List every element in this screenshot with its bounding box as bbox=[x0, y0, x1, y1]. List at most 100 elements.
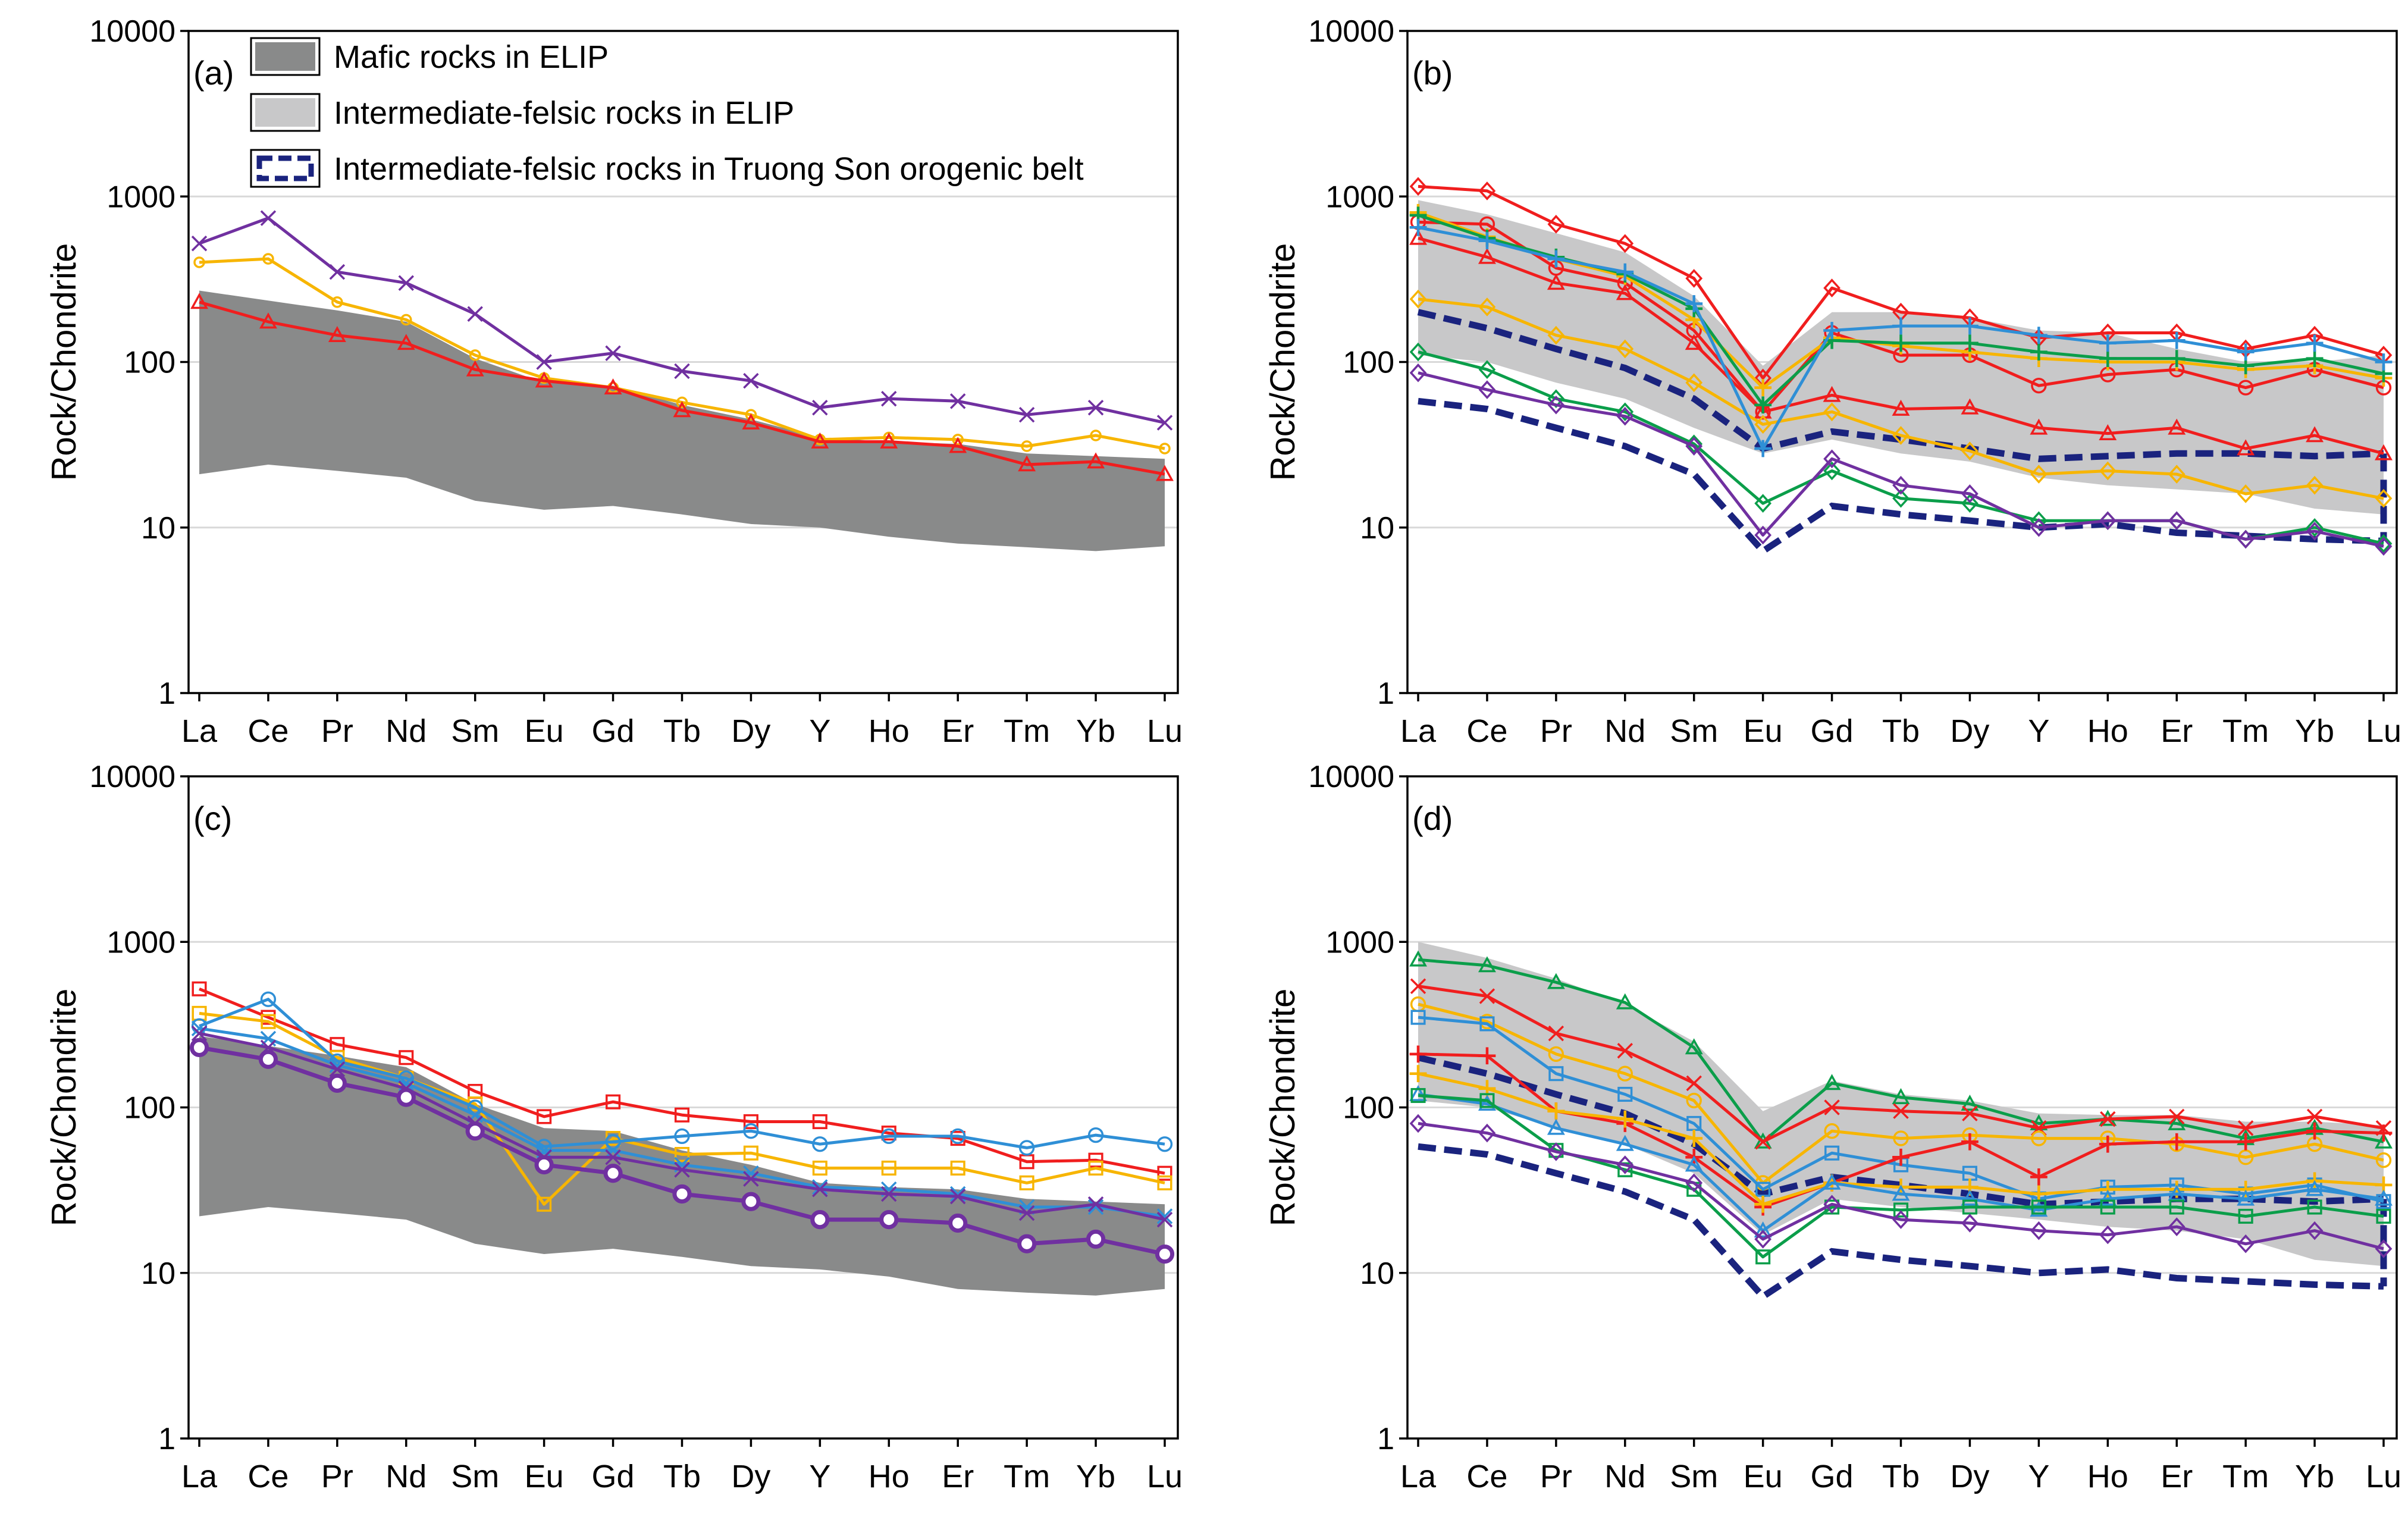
data-point bbox=[1159, 443, 1171, 455]
data-point bbox=[1018, 406, 1035, 423]
y-tick-label: 10000 bbox=[89, 760, 175, 794]
truong-son-lower bbox=[1418, 1143, 2384, 1301]
x-tick-label: Ho bbox=[868, 713, 910, 749]
x-tick-label: La bbox=[1400, 713, 1437, 749]
legend-item: Mafic rocks in ELIP bbox=[250, 37, 609, 76]
data-point bbox=[2237, 1120, 2254, 1136]
data-point bbox=[535, 371, 553, 388]
data-point bbox=[2099, 350, 2117, 368]
x-tick-label: Sm bbox=[451, 1459, 499, 1494]
data-point bbox=[1018, 1205, 1035, 1221]
data-point bbox=[812, 399, 828, 416]
data-point bbox=[1156, 1211, 1173, 1228]
x-tick-label: Tm bbox=[2222, 713, 2269, 749]
data-point bbox=[2168, 1133, 2186, 1151]
data-point bbox=[397, 334, 415, 350]
x-tick-label: Yb bbox=[2295, 713, 2334, 749]
y-tick-label: 1 bbox=[158, 1422, 175, 1456]
series-line bbox=[199, 998, 1165, 1149]
data-point bbox=[672, 1184, 692, 1204]
x-tick-label: Eu bbox=[525, 1459, 564, 1494]
x-tick-label: Er bbox=[2161, 713, 2193, 749]
x-tick-label: Ho bbox=[2087, 1459, 2128, 1494]
x-tick-label: Ho bbox=[2087, 713, 2128, 749]
data-point bbox=[1548, 1046, 1564, 1062]
data-point bbox=[1685, 334, 1703, 350]
data-point bbox=[1823, 1195, 1841, 1214]
data-point bbox=[469, 349, 481, 361]
data-point bbox=[812, 1181, 828, 1198]
data-point bbox=[1478, 956, 1496, 973]
data-point bbox=[1685, 437, 1703, 456]
data-point bbox=[1685, 1155, 1703, 1172]
data-point bbox=[1892, 426, 1910, 445]
x-tick-label: Nd bbox=[385, 1459, 427, 1494]
data-point bbox=[2030, 327, 2048, 344]
data-point bbox=[2375, 1152, 2392, 1168]
data-point bbox=[1754, 415, 1772, 434]
data-point bbox=[2030, 418, 2048, 435]
data-point bbox=[2237, 439, 2255, 456]
data-point bbox=[1823, 461, 1841, 481]
data-point bbox=[400, 314, 412, 326]
data-point bbox=[673, 401, 691, 418]
data-point bbox=[2030, 343, 2048, 361]
data-point bbox=[1824, 1099, 1840, 1115]
data-point bbox=[950, 1160, 965, 1176]
data-point bbox=[1961, 334, 1979, 352]
legend-swatch-fill bbox=[255, 98, 315, 127]
data-point bbox=[2375, 1239, 2393, 1258]
data-point bbox=[1824, 1145, 1840, 1161]
x-tick-label: Dy bbox=[731, 713, 770, 749]
data-point bbox=[1021, 440, 1033, 452]
data-point bbox=[2375, 353, 2393, 371]
data-point bbox=[398, 1070, 414, 1086]
truong-son-upper bbox=[1417, 1054, 2384, 1208]
data-point bbox=[1086, 1229, 1106, 1249]
y-tick-label: 10000 bbox=[89, 14, 175, 49]
data-point bbox=[1754, 1195, 1772, 1213]
y-tick-label: 10 bbox=[141, 511, 175, 546]
y-tick-label: 100 bbox=[1343, 346, 1394, 380]
data-point bbox=[1547, 395, 1565, 415]
data-point bbox=[674, 1162, 690, 1178]
data-point bbox=[466, 360, 484, 377]
series-line bbox=[1418, 1093, 2384, 1233]
data-point bbox=[2237, 1133, 2255, 1151]
data-point bbox=[328, 325, 346, 342]
data-point bbox=[881, 1186, 897, 1202]
panel-label: (c) bbox=[193, 800, 232, 837]
data-point bbox=[1087, 399, 1104, 416]
data-point bbox=[1478, 380, 1496, 399]
data-point bbox=[1547, 1142, 1565, 1161]
x-tick-label: Tm bbox=[1004, 713, 1050, 749]
data-point bbox=[1479, 988, 1495, 1004]
felsic-band bbox=[1418, 200, 2384, 515]
y-tick-label: 100 bbox=[124, 1091, 175, 1126]
data-point bbox=[189, 1038, 209, 1057]
data-point bbox=[2168, 1217, 2186, 1236]
data-point bbox=[812, 1179, 828, 1195]
data-point bbox=[1409, 289, 1427, 309]
series-line bbox=[1418, 1002, 2384, 1184]
data-point bbox=[1548, 1066, 1564, 1082]
series-line bbox=[1418, 297, 2384, 500]
x-tick-label: Y bbox=[809, 713, 830, 749]
y-tick-label: 1000 bbox=[1325, 925, 1394, 960]
data-point bbox=[948, 1213, 968, 1233]
x-tick-label: Er bbox=[942, 713, 974, 749]
data-point bbox=[1409, 363, 1427, 383]
x-tick-label: Y bbox=[2028, 1459, 2049, 1494]
series-c-purple bbox=[189, 1038, 1175, 1264]
data-point bbox=[1616, 339, 1634, 359]
data-point bbox=[1410, 1010, 1426, 1025]
data-point bbox=[1686, 1092, 1702, 1109]
data-point bbox=[1409, 342, 1427, 362]
data-point bbox=[1754, 1221, 1772, 1238]
data-point bbox=[191, 236, 208, 252]
data-point bbox=[1892, 1184, 1910, 1201]
x-tick-label: La bbox=[1400, 1459, 1437, 1494]
x-tick-label: Nd bbox=[1604, 1459, 1645, 1494]
data-point bbox=[1087, 452, 1105, 469]
data-point bbox=[1088, 1152, 1103, 1168]
